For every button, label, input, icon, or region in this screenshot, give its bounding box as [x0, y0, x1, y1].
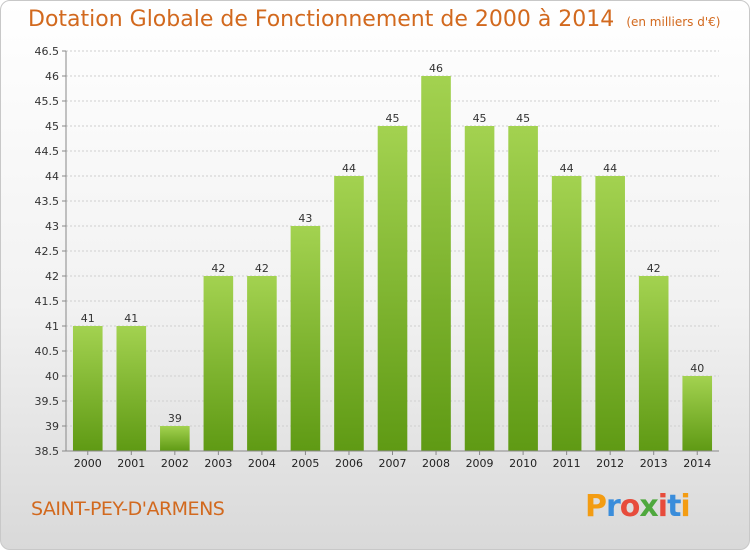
bar-value-label: 40: [690, 362, 704, 375]
bar-value-label: 42: [255, 262, 269, 275]
x-tick-label: 2001: [117, 457, 145, 470]
bar-value-label: 41: [124, 312, 138, 325]
bar: [377, 126, 408, 451]
y-tick-label: 46.5: [35, 45, 60, 58]
proxiti-logo[interactable]: Proxiti: [585, 489, 691, 524]
x-tick-label: 2007: [379, 457, 407, 470]
logo-letter: i: [680, 489, 690, 524]
chart-title: Dotation Globale de Fonctionnement de 20…: [28, 7, 720, 32]
bar: [203, 276, 234, 451]
bar: [247, 276, 277, 451]
y-tick-label: 41: [45, 320, 59, 333]
y-tick-label: 42.5: [35, 245, 60, 258]
logo-letter: P: [585, 489, 607, 524]
x-tick-label: 2000: [74, 457, 102, 470]
logo-letter: x: [639, 489, 658, 524]
x-tick-label: 2004: [248, 457, 276, 470]
bar-value-label: 41: [81, 312, 95, 325]
bars: 41 41 39 42 42 43 44 45 46 45 45 44 44 42 40: [72, 62, 713, 451]
bar: [551, 176, 582, 451]
y-tick-label: 45: [45, 120, 59, 133]
bar: [638, 276, 669, 451]
bar-value-label: 42: [211, 262, 225, 275]
logo-letter: t: [667, 489, 681, 524]
bar: [508, 126, 538, 451]
bar: [116, 326, 147, 451]
bar-value-label: 39: [168, 412, 182, 425]
x-tick-label: 2009: [466, 457, 494, 470]
y-tick-label: 38.5: [35, 445, 60, 458]
bar: [334, 176, 364, 451]
y-axis: 38.5 39 39.5 40 40.5 41 41.5 42 42.5 43 43.5 44 44.5…: [35, 45, 67, 458]
logo-letter: i: [657, 489, 668, 524]
bar-value-label: 44: [342, 162, 356, 175]
x-tick-label: 2006: [335, 457, 363, 470]
y-tick-label: 40.5: [35, 345, 60, 358]
y-tick-label: 43.5: [35, 195, 60, 208]
commune-name: SAINT-PEY-D'ARMENS: [31, 498, 225, 520]
y-tick-label: 43: [45, 220, 59, 233]
bar-value-label: 44: [603, 162, 617, 175]
bar-value-label: 45: [516, 112, 530, 125]
x-axis: 2000 2001 2002 2003 2004 2005 2006 2007 2008 2009…: [66, 450, 719, 470]
bar-value-label: 42: [647, 262, 661, 275]
x-tick-label: 2003: [204, 457, 232, 470]
bar-value-label: 45: [386, 112, 400, 125]
bar-value-label: 46: [429, 62, 443, 75]
bar: [290, 226, 321, 451]
y-tick-label: 44: [45, 170, 59, 183]
bar: [72, 326, 103, 451]
y-tick-label: 40: [45, 370, 59, 383]
y-tick-label: 41.5: [35, 295, 60, 308]
bar-value-label: 43: [298, 212, 312, 225]
y-tick-label: 46: [45, 70, 59, 83]
x-tick-label: 2012: [596, 457, 624, 470]
bar-value-label: 44: [560, 162, 574, 175]
x-tick-label: 2010: [509, 457, 537, 470]
bar: [595, 176, 625, 451]
bar: [160, 426, 190, 451]
x-tick-label: 2005: [291, 457, 319, 470]
chart-title-text: Dotation Globale de Fonctionnement de 20…: [28, 7, 615, 32]
logo-letter: o: [619, 489, 641, 524]
bar-value-label: 45: [473, 112, 487, 125]
chart-unit-label: (en milliers d'€): [626, 15, 721, 29]
x-tick-label: 2002: [161, 457, 189, 470]
bar: [464, 126, 495, 451]
logo-letter: r: [606, 489, 621, 524]
bar: [421, 76, 451, 451]
x-tick-label: 2013: [640, 457, 668, 470]
bar: [682, 376, 713, 451]
x-tick-label: 2008: [422, 457, 450, 470]
y-tick-label: 42: [45, 270, 59, 283]
y-tick-label: 44.5: [35, 145, 60, 158]
x-tick-label: 2011: [553, 457, 581, 470]
x-tick-label: 2014: [683, 457, 711, 470]
y-tick-label: 39.5: [35, 395, 60, 408]
y-tick-label: 39: [45, 420, 59, 433]
y-tick-label: 45.5: [35, 95, 60, 108]
